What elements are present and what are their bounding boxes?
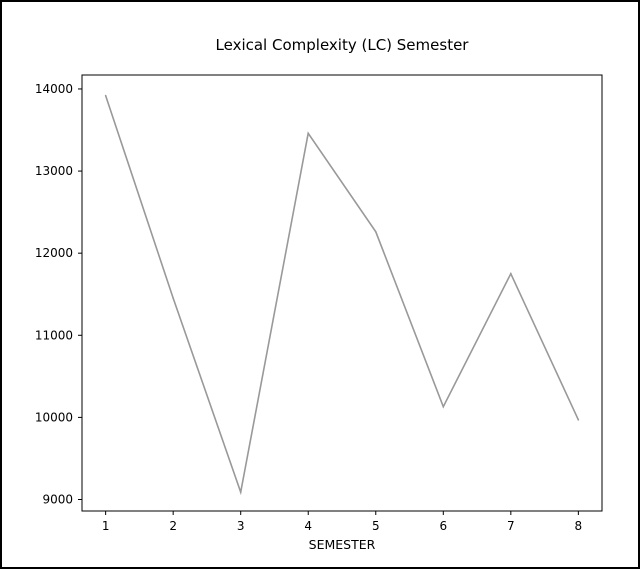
x-tick-label: 2 — [169, 519, 177, 533]
data-point — [239, 491, 242, 493]
y-tick-label: 10000 — [35, 410, 73, 424]
data-point — [442, 405, 445, 408]
data-point — [577, 419, 580, 421]
x-tick-label: 8 — [575, 519, 583, 533]
x-tick-label: 4 — [304, 519, 312, 533]
y-tick-label: 13000 — [35, 164, 73, 178]
data-point — [104, 94, 107, 97]
y-tick-label: 14000 — [35, 82, 73, 96]
data-point — [374, 231, 377, 233]
x-tick-label: 1 — [102, 519, 110, 533]
x-tick-label: 7 — [507, 519, 515, 533]
x-tick-label: 6 — [439, 519, 447, 533]
data-point — [172, 297, 174, 300]
y-tick-label: 12000 — [35, 246, 73, 260]
x-tick-label: 5 — [372, 519, 380, 533]
plot-area — [81, 74, 603, 512]
x-axis-label: SEMESTER — [309, 537, 376, 552]
chart-title: Lexical Complexity (LC) Semester — [216, 36, 470, 54]
data-point — [307, 132, 310, 135]
x-tick-label: 3 — [237, 519, 245, 533]
series-line — [104, 95, 580, 496]
x-axis: 1 2 3 4 5 6 7 8 — [102, 511, 582, 533]
data-point — [510, 272, 512, 275]
data-points — [104, 94, 580, 493]
y-tick-label: 9000 — [42, 493, 73, 507]
y-axis: 9000 10000 11000 12000 13000 14000 — [35, 82, 82, 507]
y-tick-label: 11000 — [35, 328, 73, 342]
